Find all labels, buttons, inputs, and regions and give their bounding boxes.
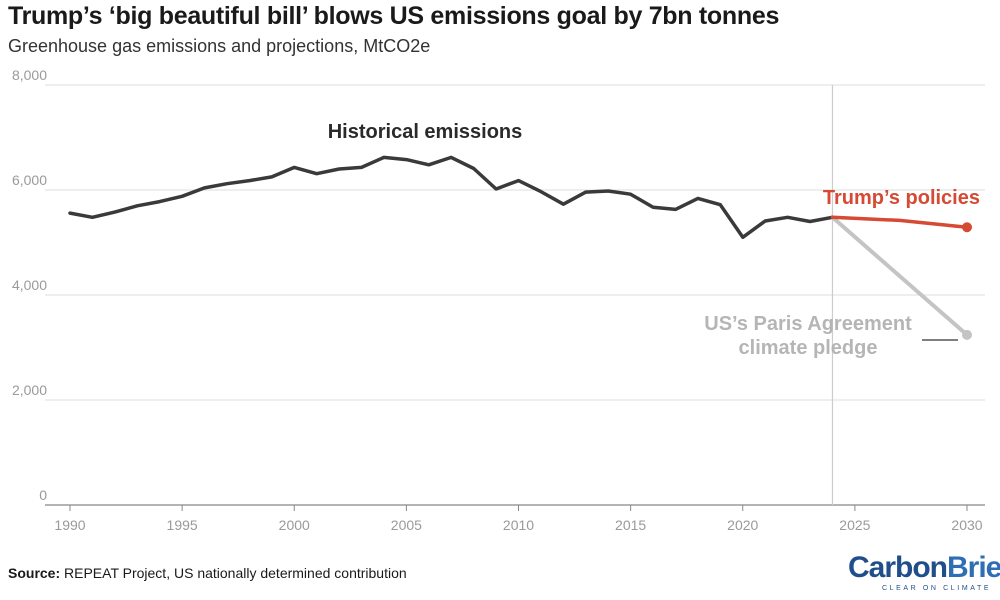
x-tick-label: 2030 (951, 517, 982, 533)
x-tick-label: 2005 (391, 517, 422, 533)
source-label: Source: (8, 565, 61, 581)
chart-subtitle: Greenhouse gas emissions and projections… (8, 36, 431, 56)
label-trump-policies: Trump’s policies (823, 187, 980, 209)
label-historical: Historical emissions (328, 121, 523, 143)
x-tick-label: 2000 (279, 517, 310, 533)
y-tick-label: 8,000 (12, 67, 47, 83)
series-endpoint-trump-policies (962, 222, 972, 233)
x-tick-label: 1990 (54, 517, 85, 533)
logo-tagline: CLEAR ON CLIMATE (882, 585, 992, 592)
chart-title: Trump’s ‘big beautiful bill’ blows US em… (8, 2, 780, 30)
series-line-paris-pledge (830, 215, 969, 337)
logo-carbon: Carbon (848, 551, 948, 584)
label-paris-pledge: US’s Paris Agreement climate pledge (704, 313, 912, 359)
y-tick-label: 0 (39, 487, 47, 503)
source-note: Source: REPEAT Project, US nationally de… (8, 565, 407, 581)
label-paris-pledge-line2: climate pledge (739, 337, 878, 359)
x-tick-label: 2010 (503, 517, 534, 533)
x-tick-label: 2025 (839, 517, 870, 533)
series-line-historical (68, 155, 835, 240)
x-tick-label: 1995 (167, 517, 198, 533)
y-tick-label: 6,000 (12, 172, 47, 188)
y-tick-label: 2,000 (12, 382, 47, 398)
series-line-trump-policies (830, 215, 969, 230)
y-tick-label: 4,000 (12, 277, 47, 293)
series-endpoint-paris-pledge (962, 329, 972, 340)
logo-wordmark: CarbonBrief (848, 551, 1000, 584)
logo-brief: Brief (947, 551, 1000, 584)
carbon-brief-logo: CarbonBrief CLEAR ON CLIMATE (848, 551, 1000, 596)
source-text: REPEAT Project, US nationally determined… (64, 565, 407, 581)
x-tick-label: 2015 (615, 517, 646, 533)
label-paris-pledge-line1: US’s Paris Agreement (704, 313, 912, 335)
x-tick-label: 2020 (727, 517, 758, 533)
